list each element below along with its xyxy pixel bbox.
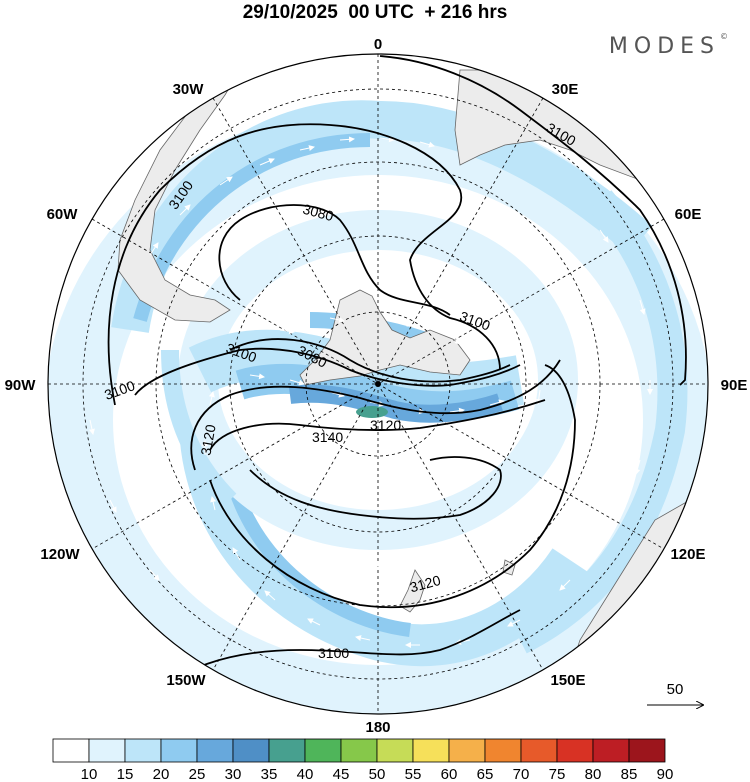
lon-label-150e: 150E [550,672,585,689]
colorbar-swatch [556,738,594,763]
colorbar-swatch [484,738,522,763]
map-disk: 3100 3080 3100 3080 3100 3120 3140 3120 … [48,54,708,714]
colorbar-swatch [520,738,558,763]
colorbar-tick-label: 90 [657,766,674,782]
colorbar-tick-label: 30 [225,766,242,782]
colorbar-swatch [160,738,198,763]
colorbar-tick-label: 50 [369,766,386,782]
lon-label-60e: 60E [675,206,702,223]
colorbar-tick-label: 70 [513,766,530,782]
south-america [48,69,241,323]
colorbar-tick-label: 60 [441,766,458,782]
lon-label-30w: 30W [173,81,205,98]
colorbar-tick-label: 20 [153,766,170,782]
lon-label-180: 180 [365,719,390,736]
reference-vector: 50 [647,681,703,705]
colorbar-tick-label: 15 [117,766,134,782]
contour-label: 3080 [301,201,335,225]
south-pole-marker [375,381,381,387]
colorbar-tick-label: 45 [333,766,350,782]
colorbar-tick-label: 75 [549,766,566,782]
colorbar-swatch [196,738,234,763]
map-title: 29/10/2025 00 UTC + 216 hrs [242,2,508,23]
modes-logo: MODES© [608,31,728,59]
colorbar-swatch [412,738,450,763]
colorbar-swatch [628,738,666,763]
colorbar-tick-label: 85 [621,766,638,782]
colorbar-tick-label: 10 [81,766,98,782]
colorbar-swatch [268,738,306,763]
colorbar-swatch [592,738,630,763]
antarctic-peninsula [299,289,471,386]
lon-label-90w: 90W [5,377,37,394]
colorbar-swatch [304,738,342,763]
contour-label: 3120 [408,572,442,596]
colorbar-swatch [88,738,126,763]
height-contours [107,55,687,701]
longitude-labels: 0 30E 60E 90E 120E 150E 180 150W 120W 90… [5,36,748,736]
colorbar-swatch [340,738,378,763]
new-zealand [399,569,426,613]
lon-label-120w: 120W [40,546,80,563]
colorbar-tick-label: 35 [261,766,278,782]
lon-label-30e: 30E [552,81,579,98]
contour-label: 3120 [370,417,401,433]
contour-label: 3100 [318,645,349,661]
lon-label-60w: 60W [47,206,79,223]
lon-label-90e: 90E [721,377,748,394]
reference-vector-label: 50 [667,681,684,698]
colorbar-tick-label: 40 [297,766,314,782]
colorbar-swatch [376,738,414,763]
lon-label-0: 0 [374,36,382,53]
lon-label-150w: 150W [166,672,206,689]
brand-name: MODES [608,34,720,59]
copyright-mark: © [720,31,728,41]
colorbar-tick-label: 80 [585,766,602,782]
colorbar-tick-label: 25 [189,766,206,782]
contour-label: 3140 [312,429,343,445]
colorbar-swatch [52,738,90,763]
colorbar: 10 15 20 25 30 35 40 45 50 55 60 65 70 75 80 85 90 [52,738,674,782]
colorbar-swatch [232,738,270,763]
contour-label: 3120 [197,423,218,457]
colorbar-tick-label: 55 [405,766,422,782]
contour-labels: 3100 3080 3100 3080 3100 3120 3140 3120 … [102,119,579,661]
colorbar-tick-label: 65 [477,766,494,782]
map-border [47,53,709,715]
colorbar-swatch [448,738,486,763]
colorbar-swatch [124,738,162,763]
lon-label-120e: 120E [670,546,705,563]
